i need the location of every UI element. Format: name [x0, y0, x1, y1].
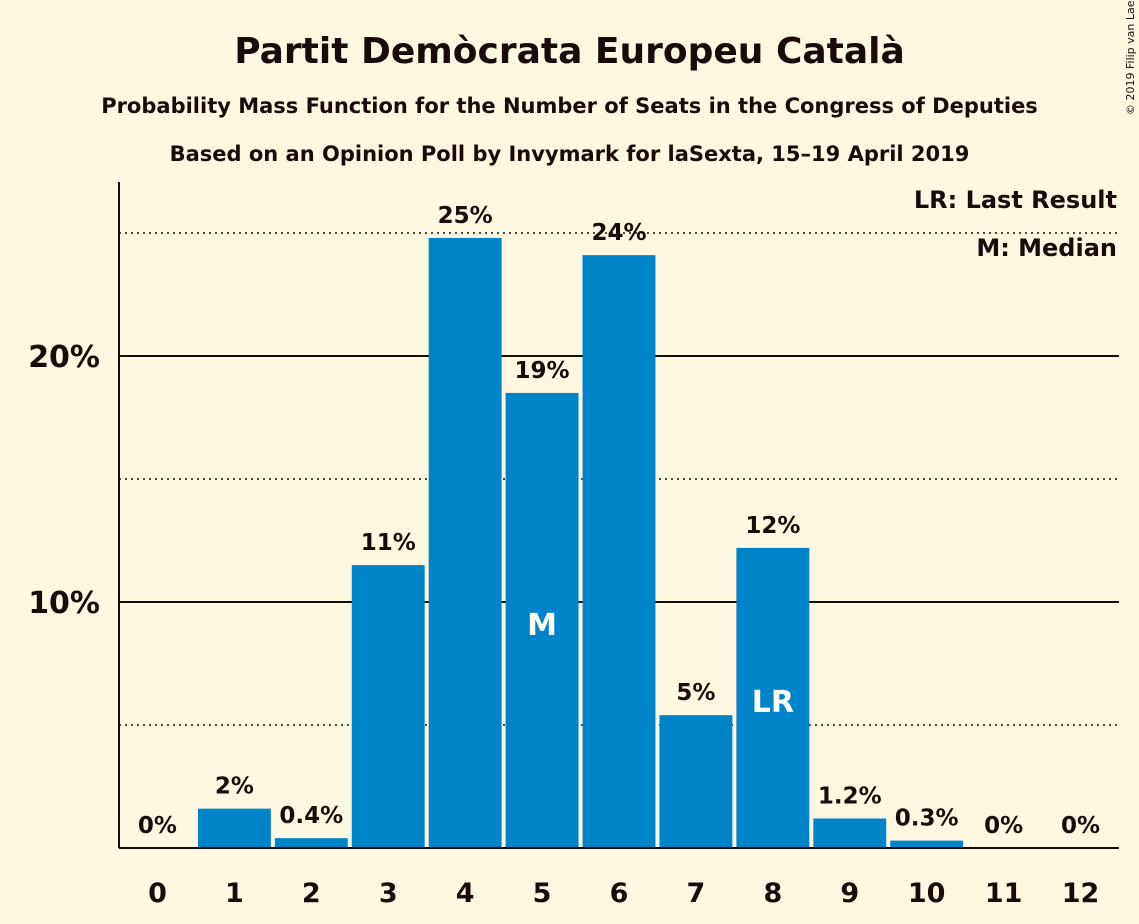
bar	[813, 818, 887, 848]
bar-series	[197, 237, 964, 849]
chart-title: Partit Demòcrata Europeu Català	[234, 31, 905, 72]
data-label: 0.4%	[279, 803, 343, 829]
data-label: 0.3%	[895, 806, 959, 832]
legend-last-result: LR: Last Result	[914, 186, 1117, 214]
data-label: 0%	[138, 813, 177, 839]
x-tick-label: 7	[687, 878, 706, 909]
x-tick-label: 8	[763, 878, 782, 909]
x-tick-label: 4	[456, 878, 475, 909]
y-tick-label: 10%	[28, 586, 100, 621]
bar	[659, 715, 733, 848]
x-tick-label: 1	[225, 878, 244, 909]
data-label: 24%	[591, 220, 646, 246]
data-label: 11%	[361, 530, 416, 556]
x-tick-label: 3	[379, 878, 398, 909]
median-marker: M	[527, 608, 557, 643]
x-tick-label: 9	[840, 878, 859, 909]
x-tick-label: 2	[302, 878, 321, 909]
x-tick-label: 11	[985, 878, 1023, 909]
bar	[505, 392, 579, 848]
data-label: 5%	[676, 680, 715, 706]
x-tick-label: 6	[610, 878, 629, 909]
x-tick-label: 5	[533, 878, 552, 909]
y-axis-ticks: 10% 20%	[28, 340, 100, 621]
data-label: 2%	[215, 774, 254, 800]
bar	[890, 840, 964, 848]
x-tick-label: 0	[148, 878, 167, 909]
y-tick-label: 20%	[28, 340, 100, 375]
data-label: 19%	[515, 358, 570, 384]
chart-subtitle: Probability Mass Function for the Number…	[101, 94, 1038, 118]
data-label: 1.2%	[818, 783, 882, 809]
legend-median: M: Median	[976, 234, 1117, 262]
bar	[351, 565, 425, 848]
bar	[197, 808, 271, 848]
chart-subtitle-source: Based on an Opinion Poll by Invymark for…	[170, 142, 970, 166]
last-result-marker: LR	[752, 685, 794, 720]
copyright-notice: © 2019 Filip van Laenen	[1124, 0, 1137, 115]
bar	[582, 255, 656, 848]
data-label: 0%	[1061, 813, 1100, 839]
x-tick-label: 10	[908, 878, 946, 909]
x-axis-ticks: 0 1 2 3 4 5 6 7 8 9 10 11 12	[148, 878, 1099, 909]
x-tick-label: 12	[1062, 878, 1100, 909]
data-label: 12%	[745, 513, 800, 539]
data-label: 0%	[984, 813, 1023, 839]
bar	[274, 838, 348, 848]
data-labels: 0% 2% 0.4% 11% 25% 19% 24% 5% 12% 1.2% 0.3% 0% 0% M LR	[138, 203, 1100, 839]
bar	[428, 237, 502, 849]
data-label: 25%	[438, 203, 493, 229]
bar	[736, 547, 810, 848]
